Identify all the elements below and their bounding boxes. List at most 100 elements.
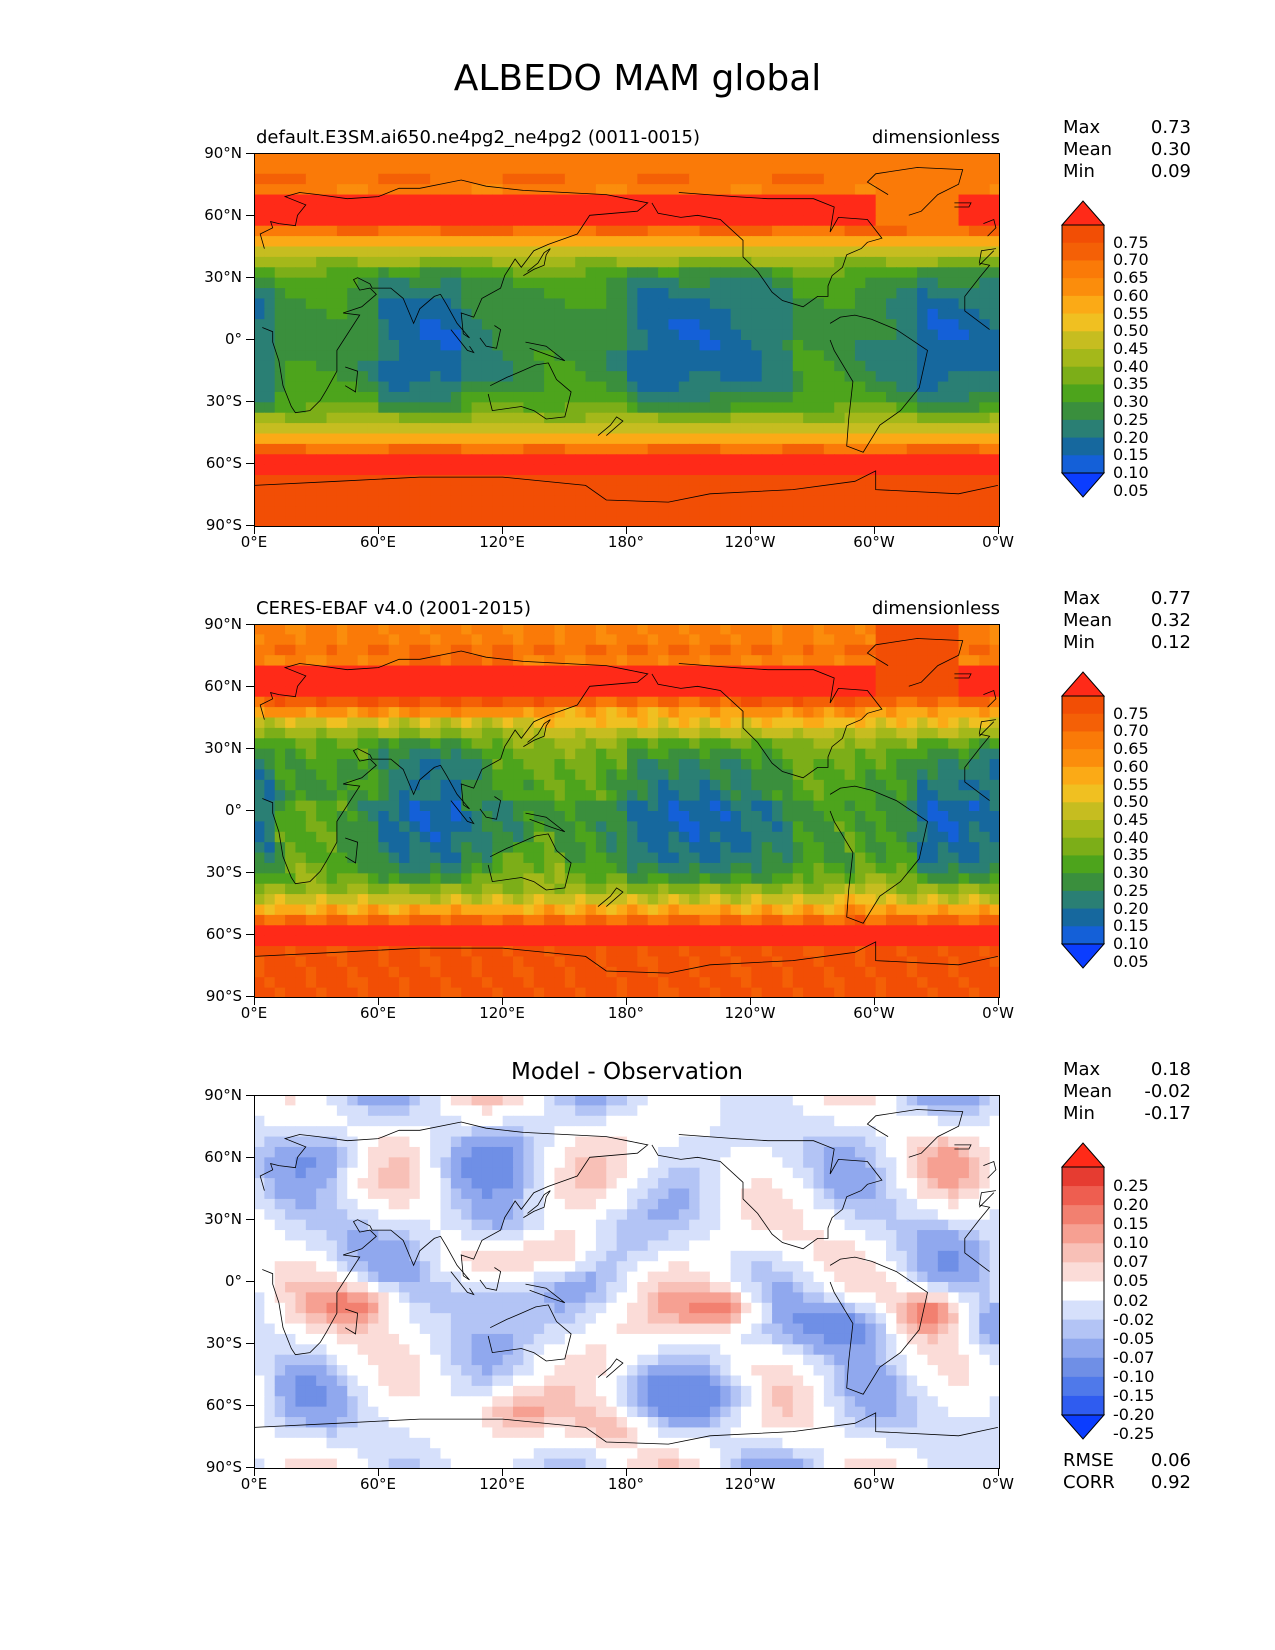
field-cell: [254, 634, 265, 646]
field-cell: [430, 402, 442, 414]
field-cell: [948, 246, 960, 258]
field-cell: [440, 831, 452, 843]
field-cell: [336, 225, 348, 237]
field-cell: [896, 935, 908, 947]
field-cell: [606, 686, 618, 698]
field-cell: [637, 506, 649, 518]
field-cell: [751, 831, 763, 843]
field-cell: [450, 686, 462, 698]
field-cell: [720, 423, 732, 435]
field-cell: [720, 412, 732, 424]
field-cell: [637, 153, 649, 164]
field-cell: [471, 204, 483, 216]
field-cell: [699, 665, 711, 677]
field-cell: [627, 655, 638, 667]
field-cell: [968, 748, 980, 760]
field-cell: [854, 707, 866, 719]
field-cell: [968, 371, 980, 383]
field-cell: [699, 433, 711, 445]
field-cell: [772, 225, 784, 237]
field-cell: [948, 475, 960, 487]
field-cell: [523, 256, 535, 268]
field-cell: [399, 319, 411, 331]
field-cell: [595, 329, 607, 341]
field-cell: [937, 412, 949, 424]
field-cell: [367, 883, 379, 895]
field-cell: [305, 862, 317, 874]
field-cell: [761, 779, 773, 791]
field-cell: [554, 873, 566, 885]
stat-value-min: 0.09: [1150, 161, 1191, 182]
field-cell: [471, 759, 483, 771]
field-cell: [937, 277, 949, 289]
field-cell: [813, 277, 825, 289]
field-cell: [761, 371, 773, 383]
field-cell: [658, 391, 670, 403]
field-cell: [357, 831, 369, 843]
field-cell: [357, 925, 369, 937]
field-cell: [388, 423, 400, 435]
field-cell: [792, 319, 804, 331]
field-cell: [378, 506, 390, 518]
field-cell: [544, 423, 556, 435]
field-cell: [554, 319, 566, 331]
field-cell: [336, 340, 348, 351]
field-cell: [305, 163, 317, 175]
field-cell: [409, 925, 421, 937]
field-cell: [699, 811, 711, 822]
field-cell: [409, 184, 421, 196]
field-cell: [637, 340, 649, 351]
field-cell: [886, 779, 897, 791]
field-cell: [492, 298, 504, 310]
field-cell: [730, 769, 742, 781]
field-cell: [751, 686, 763, 698]
lon-tick-label: 60°E: [359, 533, 397, 551]
field-cell: [730, 800, 742, 812]
field-cell: [782, 194, 794, 206]
field-cell: [347, 686, 359, 698]
field-cell: [958, 495, 970, 507]
field-cell: [834, 381, 846, 393]
field-cell: [502, 831, 514, 843]
field-cell: [544, 852, 556, 864]
field-cell: [989, 340, 1000, 351]
field-cell: [378, 644, 390, 656]
field-cell: [378, 215, 390, 227]
field-cell: [461, 873, 473, 885]
field-cell: [772, 423, 784, 435]
field-cell: [751, 288, 763, 300]
field-cell: [709, 298, 721, 310]
field-cell: [668, 862, 680, 874]
field-cell: [513, 935, 524, 947]
field-cell: [782, 184, 794, 196]
field-cell: [378, 759, 390, 771]
field-cell: [720, 748, 732, 760]
field-cell: [316, 308, 328, 320]
field-cell: [782, 779, 794, 791]
field-cell: [979, 707, 991, 719]
field-cell: [336, 696, 348, 708]
field-cell: [709, 790, 721, 802]
field-cell: [751, 319, 763, 331]
field-cell: [305, 831, 317, 843]
field-cell: [772, 894, 784, 906]
field-cell: [606, 443, 618, 455]
field-cell: [761, 308, 773, 320]
field-cell: [937, 225, 949, 237]
field-cell: [264, 759, 276, 771]
field-cell: [316, 894, 328, 906]
field-cell: [471, 727, 483, 739]
field-cell: [927, 811, 939, 822]
field-cell: [305, 454, 317, 466]
field-cell: [440, 759, 452, 771]
field-cell: [647, 475, 659, 487]
field-cell: [699, 738, 711, 750]
field-cell: [544, 696, 556, 708]
field-cell: [709, 748, 721, 760]
field-cell: [740, 340, 752, 351]
field-cell: [523, 402, 535, 414]
field-cell: [450, 707, 462, 719]
field-cell: [492, 516, 504, 527]
field-cell: [554, 308, 566, 320]
field-cell: [678, 194, 690, 206]
